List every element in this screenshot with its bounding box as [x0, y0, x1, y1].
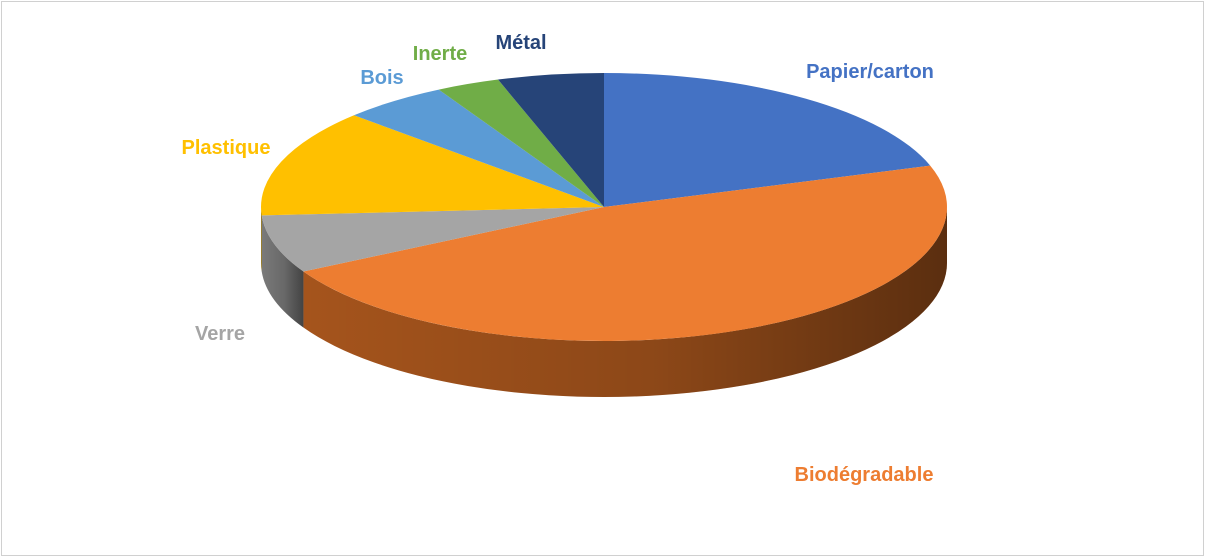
- pie-slice-plastique[interactable]: [261, 115, 604, 216]
- pie-slice-papier-carton[interactable]: [604, 73, 931, 207]
- pie-slice-verre[interactable]: [261, 207, 604, 272]
- pie-slice-bois[interactable]: [353, 89, 604, 207]
- pie-slice-biodegradable[interactable]: [303, 165, 948, 341]
- slice-label-plastique: Plastique: [182, 137, 271, 159]
- slice-label-bois: Bois: [360, 67, 403, 89]
- slice-label-biodegradable: Biodégradable: [795, 464, 934, 486]
- pie-side-shade: [303, 207, 947, 398]
- slice-label-metal: Métal: [495, 32, 546, 54]
- pie-slice-metal[interactable]: [498, 73, 604, 207]
- pie-side-shade: [261, 207, 262, 272]
- slice-label-papier-carton: Papier/carton: [806, 61, 934, 83]
- slice-label-verre: Verre: [195, 323, 245, 345]
- pie-slice-inerte[interactable]: [438, 79, 604, 207]
- pie-side-shade: [261, 215, 304, 328]
- slice-label-inerte: Inerte: [413, 43, 467, 65]
